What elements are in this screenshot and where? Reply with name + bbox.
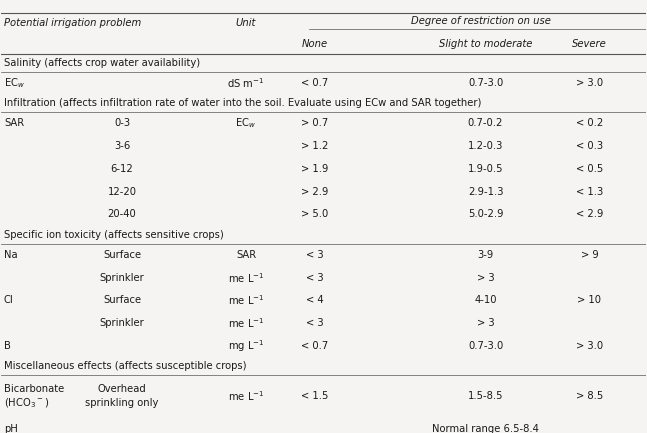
Text: < 2.9: < 2.9 xyxy=(576,210,603,220)
Text: > 1.2: > 1.2 xyxy=(302,141,329,151)
Text: EC$_w$: EC$_w$ xyxy=(4,76,25,90)
Text: Specific ion toxicity (affects sensitive crops): Specific ion toxicity (affects sensitive… xyxy=(4,229,224,240)
Text: pH: pH xyxy=(4,423,17,433)
Text: < 0.3: < 0.3 xyxy=(576,141,603,151)
Text: 0.7-0.2: 0.7-0.2 xyxy=(468,118,503,128)
Text: Unit: Unit xyxy=(236,19,256,29)
Text: < 0.7: < 0.7 xyxy=(302,78,329,88)
Text: Sprinkler: Sprinkler xyxy=(100,318,144,328)
Text: mg L$^{-1}$: mg L$^{-1}$ xyxy=(228,338,265,354)
Text: 2.9-1.3: 2.9-1.3 xyxy=(468,187,503,197)
Text: < 1.5: < 1.5 xyxy=(302,391,329,401)
Text: 3-6: 3-6 xyxy=(114,141,130,151)
Text: < 4: < 4 xyxy=(306,295,324,305)
Text: > 1.9: > 1.9 xyxy=(302,164,329,174)
Text: > 3.0: > 3.0 xyxy=(576,341,603,351)
Text: (HCO$_3$$^-$): (HCO$_3$$^-$) xyxy=(4,396,49,410)
Text: > 3.0: > 3.0 xyxy=(576,78,603,88)
Text: EC$_w$: EC$_w$ xyxy=(236,116,257,130)
Text: 12-20: 12-20 xyxy=(107,187,137,197)
Text: > 8.5: > 8.5 xyxy=(576,391,603,401)
Text: Infiltration (affects infiltration rate of water into the soil. Evaluate using E: Infiltration (affects infiltration rate … xyxy=(4,98,481,108)
Text: 4-10: 4-10 xyxy=(474,295,497,305)
Text: me L$^{-1}$: me L$^{-1}$ xyxy=(228,317,264,330)
Text: sprinkling only: sprinkling only xyxy=(85,398,159,408)
Text: > 2.9: > 2.9 xyxy=(302,187,329,197)
Text: Potential irrigation problem: Potential irrigation problem xyxy=(4,19,141,29)
Text: > 9: > 9 xyxy=(580,250,598,260)
Text: 1.9-0.5: 1.9-0.5 xyxy=(468,164,503,174)
Text: Bicarbonate: Bicarbonate xyxy=(4,385,64,394)
Text: < 3: < 3 xyxy=(306,250,324,260)
Text: dS m$^{-1}$: dS m$^{-1}$ xyxy=(227,76,265,90)
Text: 20-40: 20-40 xyxy=(107,210,137,220)
Text: Normal range 6.5-8.4: Normal range 6.5-8.4 xyxy=(432,423,539,433)
Text: < 1.3: < 1.3 xyxy=(576,187,603,197)
Text: 3-9: 3-9 xyxy=(477,250,494,260)
Text: Salinity (affects crop water availability): Salinity (affects crop water availabilit… xyxy=(4,58,200,68)
Text: < 0.5: < 0.5 xyxy=(576,164,603,174)
Text: Sprinkler: Sprinkler xyxy=(100,273,144,283)
Text: 5.0-2.9: 5.0-2.9 xyxy=(468,210,503,220)
Text: Cl: Cl xyxy=(4,295,14,305)
Text: < 0.2: < 0.2 xyxy=(576,118,603,128)
Text: Slight to moderate: Slight to moderate xyxy=(439,39,532,48)
Text: SAR: SAR xyxy=(4,118,24,128)
Text: Surface: Surface xyxy=(103,250,141,260)
Text: 6-12: 6-12 xyxy=(111,164,133,174)
Text: B: B xyxy=(4,341,11,351)
Text: 0-3: 0-3 xyxy=(114,118,130,128)
Text: Degree of restriction on use: Degree of restriction on use xyxy=(411,16,551,26)
Text: > 0.7: > 0.7 xyxy=(302,118,329,128)
Text: 0.7-3.0: 0.7-3.0 xyxy=(468,78,503,88)
Text: Overhead: Overhead xyxy=(98,385,146,394)
Text: < 3: < 3 xyxy=(306,318,324,328)
Text: < 3: < 3 xyxy=(306,273,324,283)
Text: me L$^{-1}$: me L$^{-1}$ xyxy=(228,271,264,284)
Text: SAR: SAR xyxy=(236,250,256,260)
Text: me L$^{-1}$: me L$^{-1}$ xyxy=(228,389,264,403)
Text: 1.5-8.5: 1.5-8.5 xyxy=(468,391,503,401)
Text: Severe: Severe xyxy=(572,39,607,48)
Text: 1.2-0.3: 1.2-0.3 xyxy=(468,141,503,151)
Text: > 10: > 10 xyxy=(578,295,602,305)
Text: > 5.0: > 5.0 xyxy=(302,210,329,220)
Text: 0.7-3.0: 0.7-3.0 xyxy=(468,341,503,351)
Text: None: None xyxy=(302,39,328,48)
Text: Surface: Surface xyxy=(103,295,141,305)
Text: > 3: > 3 xyxy=(477,273,494,283)
Text: me L$^{-1}$: me L$^{-1}$ xyxy=(228,294,264,307)
Text: > 3: > 3 xyxy=(477,318,494,328)
Text: Na: Na xyxy=(4,250,17,260)
Text: < 0.7: < 0.7 xyxy=(302,341,329,351)
Text: Miscellaneous effects (affects susceptible crops): Miscellaneous effects (affects susceptib… xyxy=(4,361,247,371)
